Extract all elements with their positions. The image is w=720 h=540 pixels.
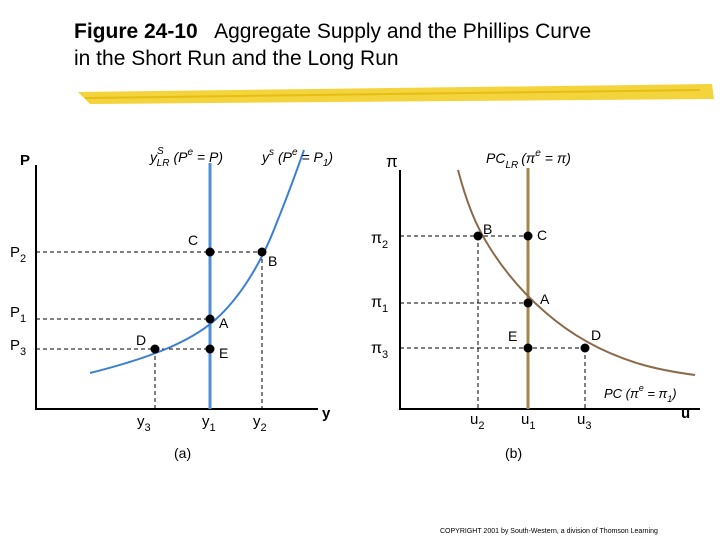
point-b-E — [523, 343, 533, 353]
title-highlight-streak — [84, 89, 701, 99]
label-a-D: D — [136, 332, 146, 348]
panel-b-x-axis-label: u — [681, 405, 690, 422]
label-a-E: E — [219, 345, 228, 361]
panel-a-y-axis-label: P — [20, 152, 30, 169]
panel-b: π u PCLR (πe = π) PC (πe = π1) π2 π1 π3 u… — [371, 148, 700, 461]
label-a-A: A — [219, 315, 229, 331]
label-a-B: B — [268, 253, 277, 269]
panel-a-x-axis-label: y — [322, 405, 331, 422]
lras-label: yS LR (Pe = P) — [149, 146, 223, 169]
tick-y2: y2 — [253, 413, 267, 434]
tick-p1: P1 — [10, 304, 26, 325]
panel-b-y-axis-label: π — [386, 152, 398, 171]
tick-y3: y3 — [137, 413, 151, 434]
copyright-notice: COPYRIGHT 2001 by South-Western, a divis… — [440, 528, 658, 535]
point-b-C — [523, 231, 533, 241]
point-a-C — [205, 247, 215, 257]
title-line-1: Aggregate Supply and the Phillips Curve — [214, 20, 592, 43]
tick-pi1: π1 — [371, 294, 388, 315]
label-b-E: E — [508, 328, 517, 344]
label-b-C: C — [537, 227, 547, 243]
tick-pi2: π2 — [371, 230, 388, 251]
tick-u3: u3 — [577, 411, 591, 432]
figure-number: Figure 24-10 — [74, 20, 198, 43]
tick-u2: u2 — [470, 411, 484, 432]
label-b-A: A — [540, 291, 550, 307]
tick-u1: u1 — [521, 411, 535, 432]
point-a-A — [205, 314, 215, 324]
label-b-D: D — [591, 327, 601, 343]
point-b-A — [523, 298, 533, 308]
panel-a-caption: (a) — [174, 445, 191, 461]
point-b-B — [473, 231, 483, 241]
panel-b-caption: (b) — [505, 445, 522, 461]
label-b-B: B — [483, 221, 492, 237]
figure-title: Figure 24-10 Aggregate Supply and the Ph… — [74, 18, 591, 72]
lrpc-label: PCLR (πe = π) — [486, 148, 571, 171]
tick-p2: P2 — [10, 244, 26, 265]
point-a-D — [150, 344, 160, 354]
tick-pi3: π3 — [371, 340, 388, 361]
title-line-2: in the Short Run and the Long Run — [74, 47, 399, 70]
point-b-D — [580, 343, 590, 353]
phillips-curve — [457, 169, 696, 376]
point-a-B — [257, 247, 267, 257]
point-a-E — [205, 344, 215, 354]
sras-curve — [89, 149, 305, 374]
panel-a: P y yS LR (Pe = P) ys (Pe = P1) P2 P1 P3 y3… — [10, 146, 333, 461]
tick-p3: P3 — [10, 337, 26, 358]
srpc-label: PC (πe = π1) — [604, 383, 677, 404]
sras-label: ys (Pe = P1) — [261, 147, 333, 169]
tick-y1: y1 — [202, 413, 216, 434]
label-a-C: C — [188, 232, 198, 248]
